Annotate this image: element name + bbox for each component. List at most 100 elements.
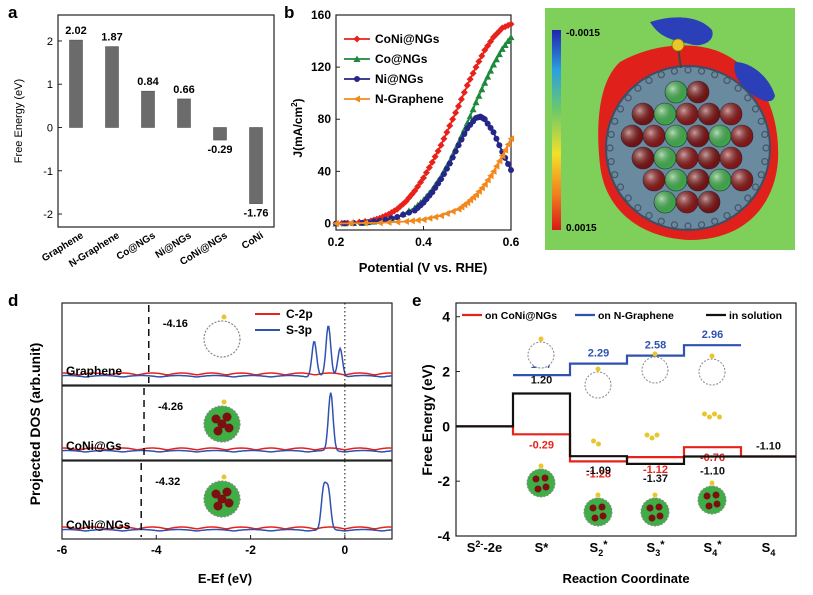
panel-e-y-tick-label: 0 <box>442 418 450 434</box>
panel-b-point <box>437 141 445 149</box>
panel-e-sulfur-chain <box>702 411 707 417</box>
panel-b-point <box>487 67 495 74</box>
panel-e-x-tick-label: S3* <box>647 539 666 558</box>
panel-e-legend-label: in solution <box>729 310 782 322</box>
panel-c-atom-highlight <box>643 125 665 147</box>
panel-b-point <box>408 217 415 225</box>
panel-c-colorbar-max-label: -0.0015 <box>566 28 600 39</box>
panel-b-legend-marker <box>353 55 361 62</box>
panel-b-point <box>443 209 450 217</box>
panel-b-point <box>452 109 460 117</box>
panel-e-value-label: -1.37 <box>643 473 668 485</box>
panel-a-bar-value-label: 0.84 <box>137 76 159 88</box>
panel-c-atom-highlight <box>731 169 753 191</box>
panel-d-subpanel-frames: -6 -4 -2 0 <box>57 302 393 557</box>
panel-b-point <box>417 178 425 186</box>
panel-b-point <box>484 120 491 127</box>
panel-c-cage-ring <box>761 130 769 139</box>
panel-a-y-axis: -2 -1 0 1 2 <box>43 36 62 221</box>
panel-e-graphene-icon <box>698 358 726 386</box>
panel-c-cage-ring <box>734 204 742 212</box>
panel-e-axes: -4 -2 0 2 4 S2--2e S* S2* S3* S4* S4 <box>438 309 776 558</box>
panel-e-sulfur-chain <box>707 414 712 420</box>
panel-e-graphene-icon <box>584 371 612 399</box>
panel-d-x-tick-label: -2 <box>245 543 256 557</box>
panel-e-value-label: -1.28 <box>586 468 611 480</box>
panel-c-atom-highlight <box>720 147 742 169</box>
panel-b-point <box>431 153 439 161</box>
panel-c-atom-highlight <box>676 103 698 125</box>
panel-d-x-tick-label: -4 <box>151 543 162 557</box>
panel-e-value-label: -0.29 <box>529 439 554 451</box>
panel-b-legend-marker <box>354 76 360 82</box>
panel-b-point <box>508 167 514 174</box>
panel-b-point <box>428 158 436 166</box>
panel-d-s3p-curve <box>62 481 392 532</box>
panel-c-cage-ring <box>711 217 719 225</box>
panel-b-point <box>495 157 503 165</box>
panel-e-y-tick-label: -4 <box>438 528 451 544</box>
panel-e-icon-sulfur <box>538 463 544 469</box>
panel-e-value-label: -1.09 <box>586 465 611 477</box>
panel-b-y-tick-label: 120 <box>311 60 331 74</box>
panel-b-point <box>481 46 489 54</box>
panel-c-cage-ring <box>684 66 692 74</box>
panel-e-icon-atom <box>648 514 656 522</box>
panel-c-atom-highlight <box>698 147 720 169</box>
panel-d-subpanel-CoNi@Gs: -4.26 CoNi@Gs <box>62 386 393 460</box>
panel-d-icon-sulfur <box>221 474 227 480</box>
panel-c-atom-highlight <box>632 103 654 125</box>
panel-e-icon-atom <box>532 475 540 483</box>
panel-d-subpanel-label: Graphene <box>66 364 122 378</box>
panel-a-y-axis-label: Free Energy (eV) <box>13 79 25 163</box>
panel-e-icon-atom <box>599 512 607 520</box>
panel-b-point <box>492 55 500 63</box>
panel-b-point <box>481 116 488 123</box>
panel-c-cage-ring <box>634 84 642 92</box>
panel-a-bar-value-label: -0.29 <box>207 144 232 156</box>
panel-c-atom-highlight <box>709 169 731 191</box>
panel-b-x-axis-label: Potential (V vs. RHE) <box>359 260 488 275</box>
panel-c-cage-ring <box>624 94 632 102</box>
panel-c-cage-ring <box>757 117 765 125</box>
panel-d-subpanel-CoNi@NGs: -4.32 CoNi@NGs <box>62 461 393 539</box>
panel-b-point <box>411 187 419 195</box>
panel-b-y-tick-label: 40 <box>318 164 332 178</box>
panel-e-coni-icon <box>583 497 613 527</box>
panel-d-icon-atom <box>213 426 223 436</box>
panel-c-atom-highlight <box>720 103 742 125</box>
panel-d-band-center-label: -4.16 <box>163 318 188 330</box>
panel-b-point <box>438 176 444 183</box>
panel-c-atom-highlight <box>698 191 720 213</box>
panel-b-point <box>475 57 483 65</box>
panel-e-value-label: -1.10 <box>756 441 781 453</box>
panel-b-point <box>458 136 465 143</box>
panel-b-point <box>507 33 515 41</box>
panel-d-x-tick-label: 0 <box>342 543 349 557</box>
panel-b-point <box>478 184 485 192</box>
panel-a-bar <box>249 127 263 204</box>
panel-d-subpanel-frame <box>61 385 393 461</box>
panel-b-point <box>501 41 509 48</box>
panel-e-icon-atom <box>646 504 654 512</box>
panel-d-icon-atom <box>211 489 221 499</box>
panel-label-e: e <box>412 291 421 310</box>
panel-c-cage-ring <box>611 171 619 179</box>
panel-e-y-axis-label: Free Energy (eV) <box>419 364 435 475</box>
panel-c-cage-ring <box>751 105 760 113</box>
panel-e-value-label: 2.58 <box>645 340 666 352</box>
panel-e-x-tick-label: S2--2e <box>467 539 502 555</box>
panel-c-charge-density-map: -0.0015 0.0015 <box>545 8 795 250</box>
panel-a-plot-frame <box>57 14 275 228</box>
panel-c-atom-highlight <box>654 147 676 169</box>
panel-c-atom-highlight <box>709 125 731 147</box>
panel-a-y-tick-label: 2 <box>47 36 53 48</box>
panel-e-legend: on CoNi@NGs on N-Graphene in solution <box>462 310 782 322</box>
panel-e-step-line <box>456 392 796 465</box>
panel-b-point <box>463 81 471 89</box>
panel-b-point <box>496 142 503 149</box>
panel-b-point <box>414 183 422 191</box>
panel-c-atom-highlight <box>621 125 643 147</box>
panel-d-icon-atom <box>222 487 232 497</box>
